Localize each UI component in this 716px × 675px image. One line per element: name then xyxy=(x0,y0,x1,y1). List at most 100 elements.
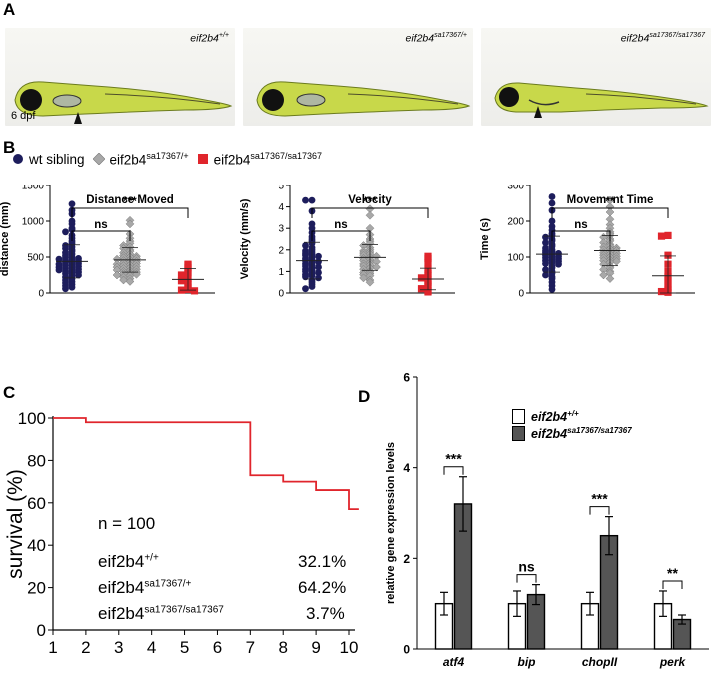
percent-wt: 32.1% xyxy=(298,552,347,571)
percent-hom: 3.7% xyxy=(306,604,345,623)
panel-d-letter: D xyxy=(358,387,371,406)
larva-illustration xyxy=(256,81,471,117)
y-tick-label: 0 xyxy=(37,621,46,640)
survival-line xyxy=(53,417,359,511)
significance-bracket xyxy=(589,506,610,515)
significance-bracket xyxy=(551,207,669,218)
genotype-label: eif2b4+/+ xyxy=(190,32,229,45)
gene-expression-bar-chart: 0 2 4 6 relative gene expression levels atf4 *… xyxy=(385,371,709,669)
significance-label: ns xyxy=(574,219,587,231)
y-tick-label: 0 xyxy=(38,289,44,300)
larva-photo-wildtype: eif2b4+/+ 6 dpf xyxy=(5,28,235,126)
genotype-label: eif2b4sa17367/+ xyxy=(405,32,467,45)
x-tick-label: 3 xyxy=(114,638,123,657)
data-point xyxy=(315,263,322,271)
panel-c-letter: C xyxy=(3,383,16,402)
data-point xyxy=(542,266,549,273)
x-tick-label: perk xyxy=(659,655,687,669)
y-tick-label: 2 xyxy=(278,245,284,256)
data-point xyxy=(542,233,549,241)
genotype-row-hom: eif2b4sa17367/sa17367 xyxy=(98,604,224,623)
x-tick-label: 7 xyxy=(246,638,255,657)
diamond-marker-icon xyxy=(92,153,105,166)
larva-illustration xyxy=(14,81,233,124)
x-tick-label: 6 xyxy=(213,638,222,657)
legend-label: eif2b4sa17367/sa17367 xyxy=(213,151,322,168)
data-point xyxy=(125,219,135,229)
percent-het: 64.2% xyxy=(298,578,347,597)
y-tick-label: 500 xyxy=(27,253,44,264)
significance-bracket xyxy=(71,230,131,241)
x-tick-label: chopII xyxy=(582,655,618,669)
data-point xyxy=(424,254,432,263)
data-point xyxy=(315,274,322,282)
age-label: 6 dpf xyxy=(11,110,36,122)
genotype-row-wt: eif2b4+/+ xyxy=(98,552,159,571)
circle-marker-icon xyxy=(13,154,23,165)
y-tick-label: 0 xyxy=(403,643,410,657)
data-point xyxy=(548,286,556,293)
significance-label: *** xyxy=(591,491,608,507)
y-tick-label: 5 xyxy=(278,185,284,192)
data-point xyxy=(657,287,666,296)
data-point xyxy=(68,283,76,291)
data-point xyxy=(605,207,615,217)
data-point xyxy=(308,196,316,204)
significance-bracket xyxy=(443,466,464,475)
chart-title: Velocity xyxy=(348,194,392,206)
y-tick-label: 300 xyxy=(507,185,524,192)
panel-b-legend: wt sibling eif2b4sa17367/+ eif2b4sa17367… xyxy=(12,151,330,168)
panel-b-letter: B xyxy=(3,138,16,157)
significance-bracket xyxy=(516,574,537,583)
data-point xyxy=(68,200,76,208)
significance-label: ** xyxy=(667,565,678,581)
significance-label: ns xyxy=(94,219,107,231)
data-point xyxy=(177,271,186,279)
x-tick-label: bip xyxy=(518,655,536,669)
data-point xyxy=(365,277,375,287)
data-point xyxy=(315,258,322,266)
data-point xyxy=(548,199,556,207)
data-point xyxy=(548,193,556,200)
chart-title: Distance Moved xyxy=(86,194,174,206)
n-label: n = 100 xyxy=(98,514,156,533)
y-tick-label: 4 xyxy=(278,202,284,213)
data-point xyxy=(308,283,316,290)
significance-bracket xyxy=(71,207,189,218)
x-tick-label: 5 xyxy=(180,638,189,657)
larva-photo-homozygous: eif2b4sa17367/sa17367 xyxy=(481,28,711,126)
y-tick-label: 1000 xyxy=(22,217,45,228)
y-tick-label: 1500 xyxy=(22,185,45,192)
data-point xyxy=(112,270,122,280)
data-point xyxy=(177,277,186,285)
white-swatch-icon xyxy=(512,409,525,425)
data-point xyxy=(315,252,322,260)
y-tick-label: 0 xyxy=(518,289,524,300)
data-point xyxy=(302,285,309,293)
y-axis-label: relative gene expression levels xyxy=(385,442,397,604)
significance-label: ns xyxy=(518,559,535,575)
data-point xyxy=(424,259,432,267)
data-point xyxy=(542,260,549,267)
data-point xyxy=(365,210,375,220)
data-point xyxy=(302,196,309,204)
legend-label: eif2b4sa17367/sa17367 xyxy=(531,426,632,442)
survival-plot: 0 20 40 60 80 100 1 2 3 4 5 6 7 8 9 10 survival (%) xyxy=(4,409,359,657)
data-point xyxy=(359,273,368,283)
data-point xyxy=(75,271,82,279)
y-tick-label: 4 xyxy=(403,461,410,475)
data-point xyxy=(605,274,615,283)
y-tick-label: 100 xyxy=(18,409,46,428)
significance-bracket xyxy=(311,207,429,218)
y-tick-label: 60 xyxy=(27,494,46,513)
y-axis-label: survival (%) xyxy=(4,469,27,579)
y-axis-label: Time (s) xyxy=(479,218,491,260)
significance-label: ** xyxy=(606,196,615,208)
significance-bracket xyxy=(662,580,683,589)
data-point xyxy=(664,251,672,259)
data-point xyxy=(664,231,672,239)
y-tick-label: 40 xyxy=(27,536,46,555)
data-point xyxy=(372,262,381,272)
x-tick-label: 2 xyxy=(81,638,90,657)
significance-label: *** xyxy=(123,196,137,208)
